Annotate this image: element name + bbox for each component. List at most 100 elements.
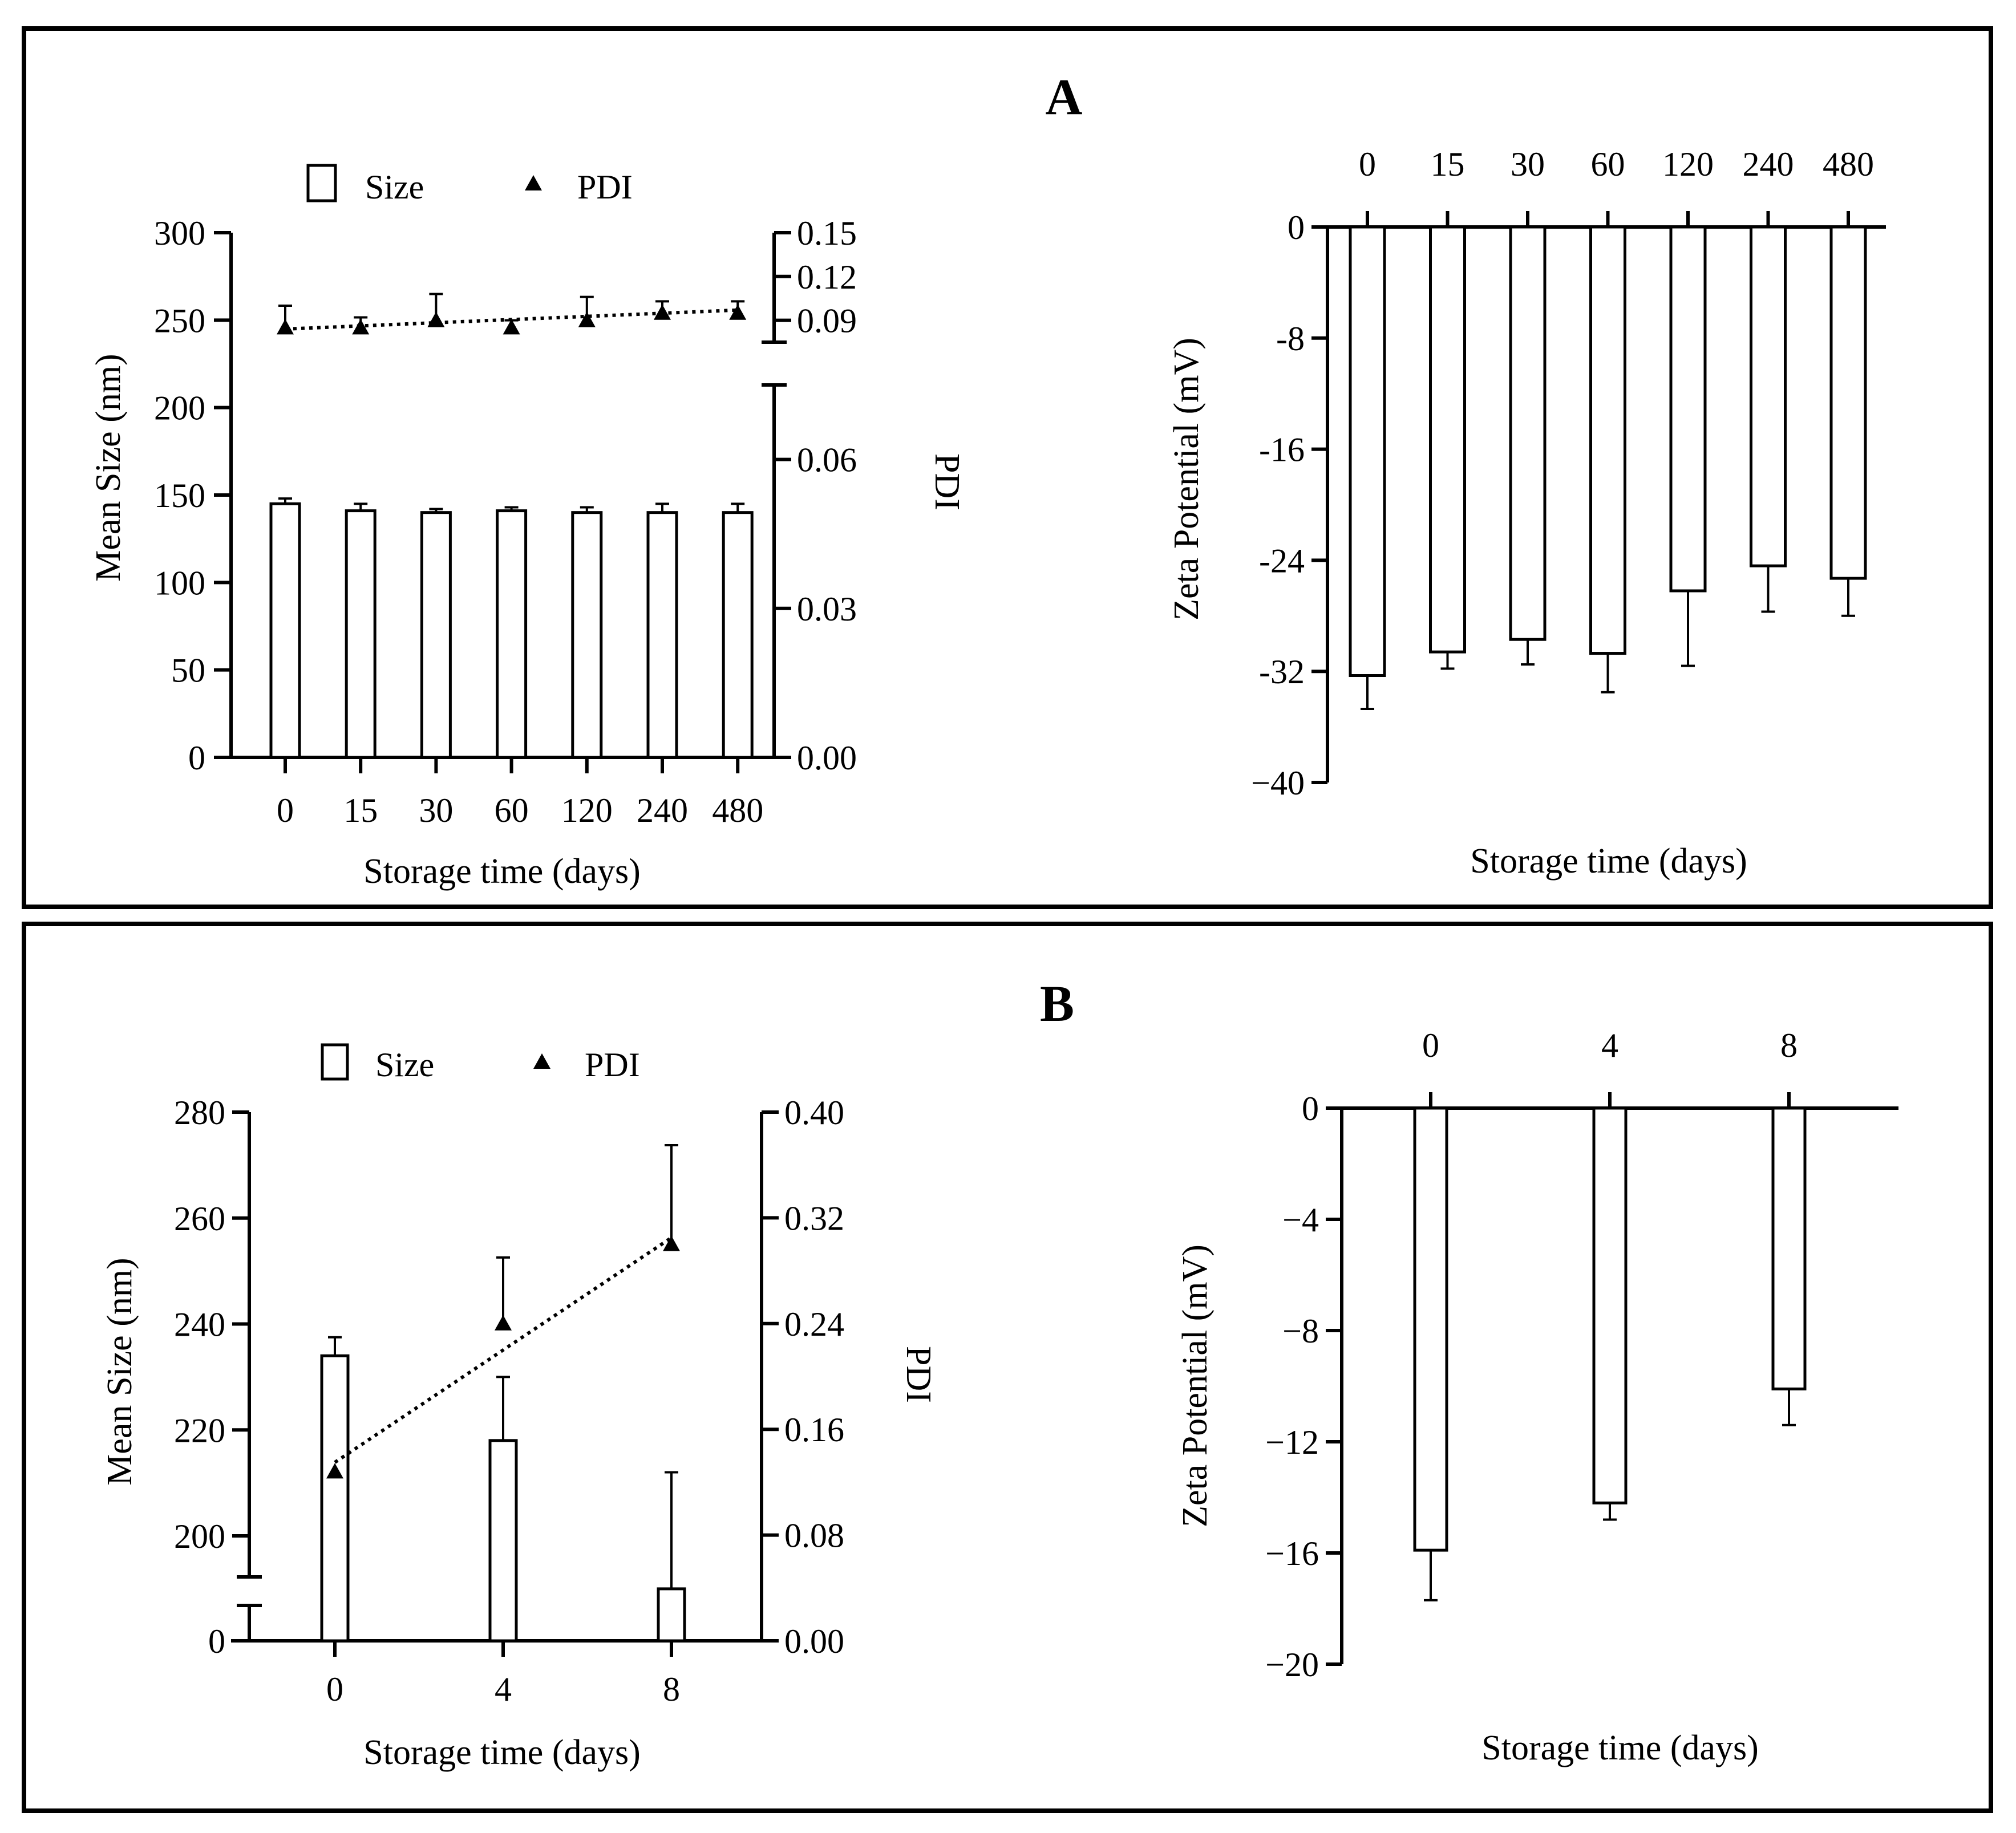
x-tick-label: 8 — [663, 1670, 680, 1708]
pdi-marker — [503, 319, 520, 335]
zeta-bar — [1589, 225, 1626, 655]
zeta-bar — [1349, 225, 1386, 678]
chart-a-size-pdi: 0501001502002503000.000.030.060.090.120.… — [89, 164, 966, 891]
size-bar — [488, 1439, 518, 1643]
x-tick-label: 120 — [1662, 145, 1714, 183]
pdi-marker — [326, 1463, 343, 1479]
legend-size-label: Size — [365, 168, 424, 206]
y-tick-label: −40 — [1251, 764, 1305, 802]
zeta-bar — [1750, 225, 1787, 567]
zeta-bar — [1771, 1106, 1807, 1390]
y-tick-label-left: 240 — [174, 1306, 225, 1344]
y-axis-title-left: Mean Size (nm) — [100, 1258, 139, 1485]
size-bar — [420, 511, 452, 759]
legend-pdi-label: PDI — [577, 168, 633, 206]
size-bar — [345, 509, 377, 759]
y-tick-label-left: 220 — [174, 1412, 225, 1449]
x-tick-label: 4 — [495, 1670, 512, 1708]
size-bar — [722, 511, 754, 759]
y-tick-label: −12 — [1265, 1424, 1319, 1461]
y-tick-label-right: 0.03 — [797, 590, 857, 628]
pdi-marker — [654, 304, 671, 320]
x-tick-label: 60 — [1591, 145, 1625, 183]
size-bar — [571, 511, 603, 759]
y-tick-label: -8 — [1276, 320, 1305, 358]
size-bar — [496, 509, 528, 759]
y-tick-label: −16 — [1265, 1535, 1319, 1572]
y-tick-label-left: 100 — [154, 564, 205, 602]
legend-pdi-marker — [525, 175, 542, 190]
zeta-bar — [1592, 1106, 1628, 1504]
y-axis-title-left: Mean Size (nm) — [89, 354, 128, 581]
pdi-marker — [495, 1315, 512, 1331]
x-tick-label: 15 — [1431, 145, 1465, 183]
y-tick-label-right: 0.15 — [797, 214, 857, 252]
x-tick-label: 0 — [1359, 145, 1376, 183]
y-tick-label-right: 0.24 — [784, 1305, 844, 1343]
size-bar — [320, 1354, 350, 1643]
y-axis-title: Zeta Potential (mV) — [1176, 1244, 1215, 1527]
x-tick-label: 30 — [419, 792, 453, 829]
legend-pdi-label: PDI — [585, 1046, 640, 1084]
x-axis-title: Storage time (days) — [363, 1733, 641, 1772]
x-tick-label: 0 — [326, 1670, 343, 1708]
x-tick-label: 0 — [1422, 1027, 1439, 1064]
y-axis-title-right: PDI — [899, 1346, 938, 1403]
chart-b-zeta: 0 −4 −8 −12 −16 −20 0 4 8 Storage time (days) Zeta… — [1176, 1027, 1898, 1767]
legend-size-label: Size — [375, 1046, 434, 1084]
x-tick-label: 8 — [1780, 1027, 1798, 1064]
zeta-bar — [1413, 1106, 1448, 1552]
y-tick-label-right: 0.40 — [784, 1094, 844, 1132]
x-tick-label: 60 — [495, 792, 529, 829]
x-tick-label: 240 — [1743, 145, 1794, 183]
panel-a-label: A — [1046, 69, 1083, 125]
y-tick-label-left: 150 — [154, 477, 205, 514]
y-tick-label-left: 300 — [154, 214, 205, 252]
y-tick-label-right: 0.00 — [797, 739, 857, 777]
x-tick-label: 480 — [712, 792, 763, 829]
y-tick-label-left: 200 — [154, 390, 205, 427]
x-tick-label: 15 — [343, 792, 378, 829]
x-tick-label: 240 — [637, 792, 688, 829]
legend-size-swatch — [306, 164, 337, 202]
x-tick-label: 0 — [277, 792, 294, 829]
zeta-bar — [1829, 225, 1867, 580]
pdi-marker — [427, 311, 445, 327]
pdi-marker — [663, 1235, 680, 1251]
y-tick-label-right: 0.32 — [784, 1199, 844, 1237]
panel-b-label: B — [1040, 976, 1074, 1032]
y-tick-label-left: 0 — [208, 1623, 225, 1660]
x-tick-label: 480 — [1823, 145, 1874, 183]
x-tick-label: 120 — [561, 792, 613, 829]
pdi-marker — [578, 311, 596, 327]
y-tick-label: -24 — [1259, 542, 1305, 579]
zeta-bar — [1429, 225, 1466, 654]
y-tick-label-left: 0 — [188, 739, 205, 777]
y-tick-label-right: 0.06 — [797, 441, 857, 479]
size-bar — [657, 1587, 686, 1643]
legend-pdi-marker — [533, 1053, 550, 1069]
x-axis-title: Storage time (days) — [363, 852, 641, 891]
y-tick-label: 0 — [1288, 209, 1305, 246]
x-axis-title: Storage time (days) — [1470, 842, 1747, 881]
y-tick-label-left: 260 — [174, 1200, 225, 1238]
x-tick-label: 4 — [1601, 1027, 1618, 1064]
y-tick-label-right: 0.08 — [784, 1517, 844, 1555]
chart-b-size-pdi: 200 220 240 260 280 0 0.00 0.08 0.16 0.24 0.32 0.40… — [100, 1043, 938, 1772]
panel-a-frame — [22, 26, 1993, 909]
y-tick-label: -16 — [1259, 431, 1305, 469]
legend-size-swatch — [321, 1043, 349, 1081]
y-tick-label-right: 0.00 — [784, 1623, 844, 1660]
x-tick-label: 30 — [1511, 145, 1545, 183]
y-axis-title: Zeta Potential (mV) — [1167, 338, 1206, 621]
y-tick-label-right: 0.09 — [797, 302, 857, 340]
y-tick-label-left: 280 — [174, 1094, 225, 1132]
y-tick-label-right: 0.12 — [797, 258, 857, 296]
y-tick-label: −20 — [1265, 1646, 1319, 1684]
y-tick-label: −8 — [1282, 1312, 1319, 1350]
x-axis-title: Storage time (days) — [1481, 1729, 1759, 1767]
pdi-marker — [729, 304, 747, 320]
chart-a-zeta: 0 -8 -16 -24 -32 −40 0 15 30 60 120 240 480 Storage t… — [1167, 145, 1886, 881]
y-tick-label-left: 250 — [154, 302, 205, 339]
